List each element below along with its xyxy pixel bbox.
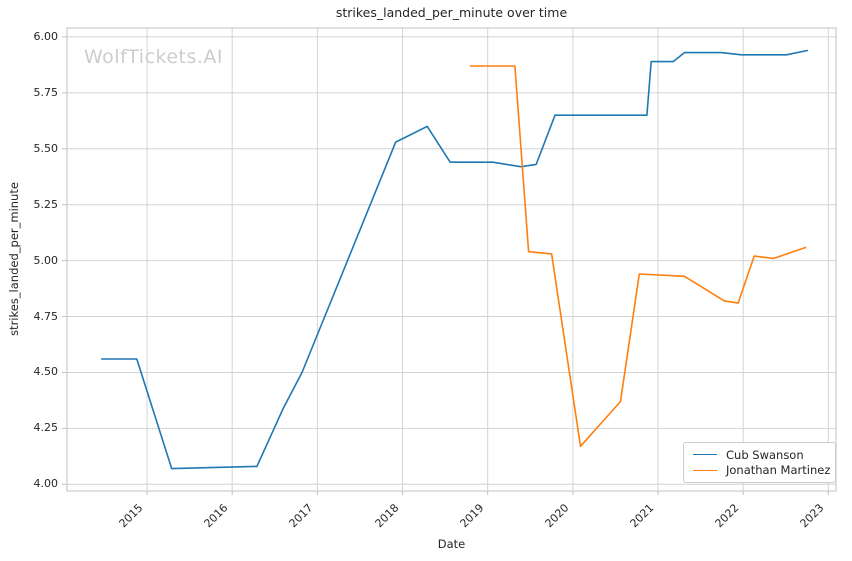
legend-line-swatch bbox=[693, 469, 717, 471]
series-line-jonathan-martinez bbox=[469, 65, 807, 448]
legend-item-cub-swanson: Cub Swanson bbox=[693, 447, 829, 462]
series-line-cub-swanson bbox=[101, 49, 809, 470]
y-tick-label: 5.50 bbox=[33, 141, 59, 155]
y-tick-label: 5.25 bbox=[33, 197, 59, 211]
legend: Cub Swanson Jonathan Martinez bbox=[683, 442, 836, 483]
x-axis-label: Date bbox=[437, 537, 466, 551]
y-tick-label: 6.00 bbox=[33, 29, 59, 43]
legend-line-swatch bbox=[693, 454, 717, 456]
y-tick-label: 4.00 bbox=[33, 477, 59, 491]
legend-item-jonathan-martinez: Jonathan Martinez bbox=[693, 463, 831, 478]
y-tick-label: 5.75 bbox=[33, 85, 59, 99]
watermark: WolfTickets.AI bbox=[84, 46, 224, 68]
y-tick-label: 4.75 bbox=[33, 309, 59, 323]
y-tick-label: 5.00 bbox=[33, 253, 59, 267]
legend-label: Jonathan Martinez bbox=[726, 463, 831, 478]
y-tick-label: 4.50 bbox=[33, 365, 59, 379]
plot-border bbox=[66, 27, 837, 492]
chart-title: strikes_landed_per_minute over time bbox=[335, 5, 568, 20]
y-tick-label: 4.25 bbox=[33, 421, 59, 435]
legend-label: Cub Swanson bbox=[726, 447, 804, 462]
